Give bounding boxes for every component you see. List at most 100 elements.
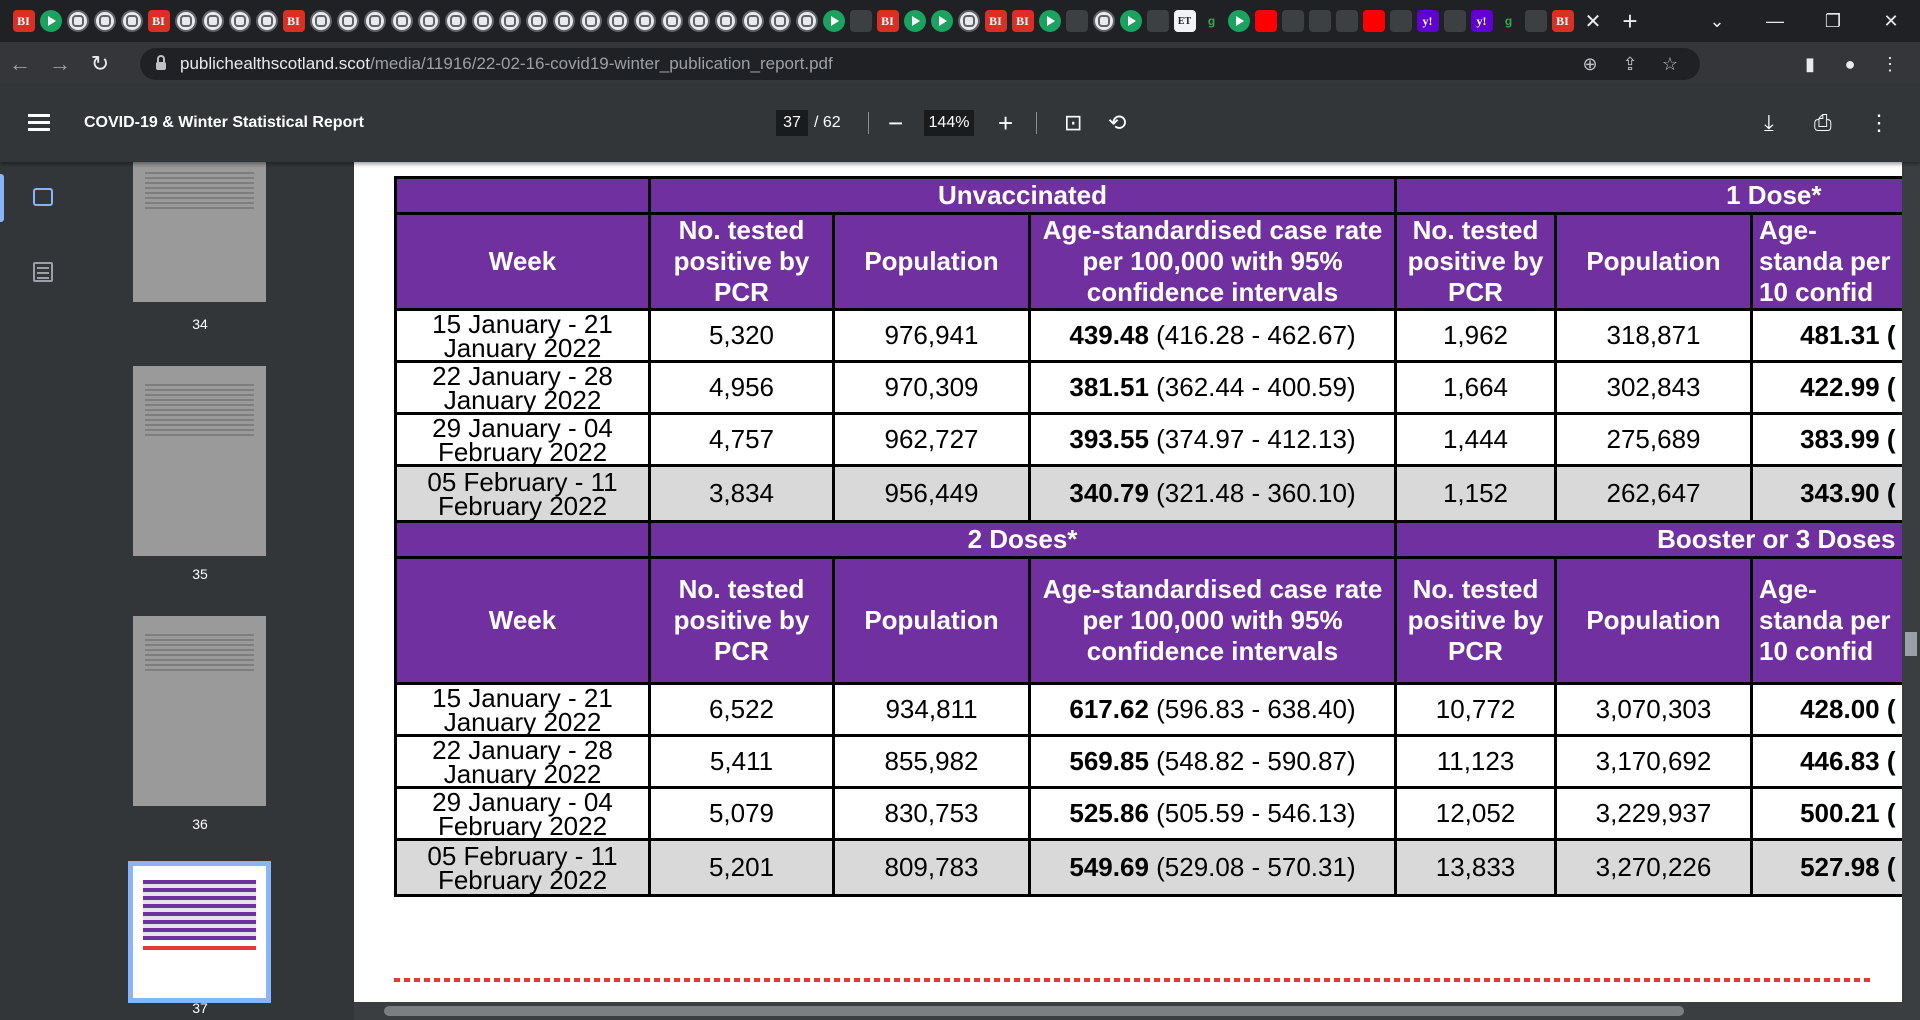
browser-tab[interactable] xyxy=(469,8,496,34)
browser-tab[interactable] xyxy=(361,8,388,34)
browser-tab[interactable] xyxy=(739,8,766,34)
close-window-button[interactable]: ✕ xyxy=(1883,10,1899,31)
new-tab-button[interactable]: + xyxy=(1622,5,1638,36)
browser-tab[interactable] xyxy=(253,8,280,34)
browser-tab[interactable] xyxy=(577,8,604,34)
lock-icon[interactable] xyxy=(156,55,166,70)
thumbnails-tab-icon[interactable] xyxy=(33,188,53,206)
restore-button[interactable]: ❐ xyxy=(1824,10,1842,31)
browser-tab[interactable]: y! xyxy=(1468,8,1495,34)
browser-tab[interactable] xyxy=(442,8,469,34)
share-icon[interactable]: ⇪ xyxy=(1622,53,1638,74)
rate-cell: 446.83 ( xyxy=(1750,734,1902,789)
browser-tab[interactable] xyxy=(172,8,199,34)
page-number-input[interactable]: 37 xyxy=(776,110,808,136)
browser-tab[interactable]: ET xyxy=(1171,8,1198,34)
rotate-icon[interactable]: ⟲ xyxy=(1108,110,1127,135)
browser-tab[interactable] xyxy=(199,8,226,34)
browser-tab[interactable] xyxy=(1225,8,1252,34)
browser-tab[interactable] xyxy=(820,8,847,34)
browser-tab[interactable] xyxy=(1090,8,1117,34)
reload-button[interactable]: ↻ xyxy=(90,51,110,76)
browser-tab[interactable]: g xyxy=(1495,8,1522,34)
bookmark-star-icon[interactable]: ☆ xyxy=(1661,53,1679,74)
browser-tab[interactable] xyxy=(1036,8,1063,34)
browser-tab[interactable] xyxy=(766,8,793,34)
browser-tab[interactable] xyxy=(334,8,361,34)
browser-tab[interactable] xyxy=(685,8,712,34)
browser-tab[interactable] xyxy=(388,8,415,34)
browser-tab[interactable] xyxy=(1279,8,1306,34)
back-button[interactable]: ← xyxy=(9,51,31,76)
browser-tab[interactable] xyxy=(226,8,253,34)
browser-tab[interactable]: g xyxy=(1198,8,1225,34)
zoom-icon[interactable]: ⊕ xyxy=(1582,53,1598,74)
browser-tab[interactable]: BI xyxy=(280,8,307,34)
browser-tab[interactable] xyxy=(712,8,739,34)
browser-tab[interactable] xyxy=(658,8,685,34)
browser-tab[interactable]: BI xyxy=(10,8,37,34)
pdf-viewport[interactable]: Unvaccinated 1 Dose* Week No. tested pos… xyxy=(354,162,1920,1020)
zoom-out-button[interactable]: − xyxy=(888,108,904,138)
browser-tab[interactable] xyxy=(793,8,820,34)
vertical-scrollbar[interactable] xyxy=(1902,162,1920,1020)
browser-tab[interactable] xyxy=(1117,8,1144,34)
download-icon[interactable]: ⤓ xyxy=(1764,110,1774,135)
browser-tab[interactable]: BI xyxy=(874,8,901,34)
browser-tab[interactable] xyxy=(37,8,64,34)
minimize-button[interactable]: — xyxy=(1766,10,1784,31)
zoom-input[interactable]: 144% xyxy=(924,110,974,136)
browser-tab[interactable]: BI xyxy=(1009,8,1036,34)
address-bar[interactable]: publichealthscotland.scot/media/11916/22… xyxy=(140,48,1700,80)
browser-tab[interactable]: BI xyxy=(982,8,1009,34)
browser-tab[interactable] xyxy=(64,8,91,34)
browser-tab[interactable] xyxy=(928,8,955,34)
browser-tab[interactable] xyxy=(1306,8,1333,34)
scrollbar-thumb[interactable] xyxy=(1905,632,1917,656)
menu-icon[interactable] xyxy=(28,114,50,132)
thumbnail-page-35[interactable] xyxy=(133,366,266,556)
browser-tab[interactable]: BI xyxy=(145,8,172,34)
browser-tab[interactable] xyxy=(1333,8,1360,34)
browser-tab[interactable] xyxy=(415,8,442,34)
population-cell: 962,727 xyxy=(832,412,1031,467)
more-actions-icon[interactable]: ⋮ xyxy=(1868,110,1890,135)
scrollbar-thumb[interactable] xyxy=(384,1006,1684,1016)
browser-tab[interactable] xyxy=(955,8,982,34)
browser-tab[interactable] xyxy=(550,8,577,34)
browser-tab[interactable] xyxy=(1360,8,1387,34)
side-panel-icon[interactable]: ▮ xyxy=(1805,53,1815,74)
browser-tab[interactable] xyxy=(118,8,145,34)
browser-tab[interactable] xyxy=(1522,8,1549,34)
fit-page-icon[interactable]: ⊡ xyxy=(1064,110,1083,135)
browser-tab[interactable] xyxy=(523,8,550,34)
browser-tab[interactable] xyxy=(631,8,658,34)
browser-tab[interactable] xyxy=(91,8,118,34)
tab-search-icon[interactable]: ⌄ xyxy=(1709,10,1725,31)
thumbnail-page-37[interactable] xyxy=(128,861,271,1003)
horizontal-scrollbar[interactable] xyxy=(354,1002,1902,1020)
group-header: 1 Dose* xyxy=(1394,176,1902,215)
print-icon[interactable]: ⎙ xyxy=(1814,110,1832,135)
browser-tab[interactable] xyxy=(1387,8,1414,34)
profile-icon[interactable]: ● xyxy=(1844,53,1856,74)
browser-tab[interactable] xyxy=(604,8,631,34)
browser-tab[interactable]: y! xyxy=(1414,8,1441,34)
bi-favicon-icon: BI xyxy=(12,10,35,32)
outline-tab-icon[interactable] xyxy=(33,262,53,282)
close-tab-icon[interactable]: ✕ xyxy=(1584,10,1602,33)
browser-tab[interactable] xyxy=(847,8,874,34)
thumbnail-page-34[interactable] xyxy=(133,162,266,302)
browser-tab[interactable] xyxy=(901,8,928,34)
browser-tab[interactable] xyxy=(307,8,334,34)
zoom-in-button[interactable]: + xyxy=(998,108,1014,138)
active-tab[interactable]: BI xyxy=(1549,8,1576,34)
browser-tab[interactable] xyxy=(1252,8,1279,34)
browser-tab[interactable] xyxy=(1144,8,1171,34)
browser-tab[interactable] xyxy=(496,8,523,34)
browser-tab[interactable] xyxy=(1063,8,1090,34)
browser-tab[interactable] xyxy=(1441,8,1468,34)
thumbnail-page-36[interactable] xyxy=(133,616,266,806)
forward-button[interactable]: → xyxy=(49,51,71,76)
menu-kebab-icon[interactable]: ⋮ xyxy=(1881,53,1899,74)
